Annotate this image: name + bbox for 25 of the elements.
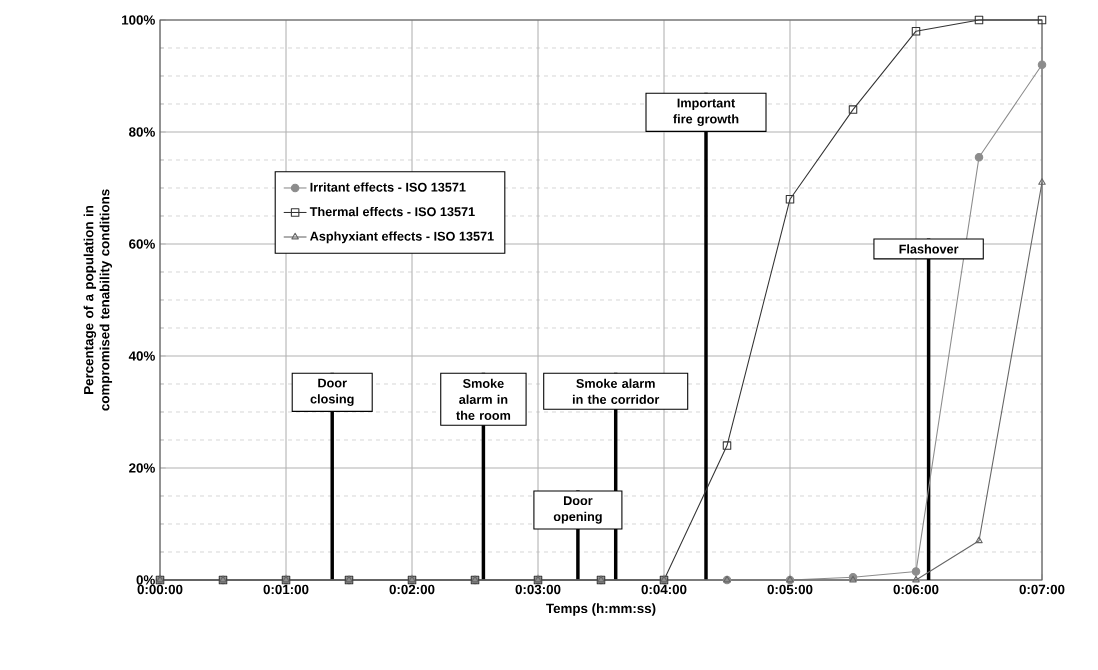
y-tick-label: 20% xyxy=(129,463,155,473)
x-tick-label: 0:03:00 xyxy=(515,584,561,595)
x-tick-label: 0:00:00 xyxy=(137,584,183,595)
legend-label: Asphyxiant effects - ISO 13571 xyxy=(310,231,494,244)
y-tick-label: 40% xyxy=(128,351,155,361)
x-axis-title: Temps (h:mm:ss) xyxy=(546,603,656,616)
ref-line-label: Flashover xyxy=(899,244,959,254)
x-tick-label: 0:07:00 xyxy=(1019,584,1065,595)
ref-line-label: Smoke alarm in the room xyxy=(456,378,511,420)
ref-line-label: Door opening xyxy=(553,496,602,524)
ref-line-label: Smoke alarm in the corridor xyxy=(572,378,660,404)
x-tick-label: 0:01:00 xyxy=(263,584,309,595)
x-tick-label: 0:05:00 xyxy=(767,584,813,595)
y-tick-label: 0% xyxy=(136,575,155,585)
x-tick-label: 0:02:00 xyxy=(389,584,435,595)
ref-line-label: Door closing xyxy=(310,378,354,407)
x-tick-label: 0:06:00 xyxy=(893,584,939,595)
x-tick-label: 0:04:00 xyxy=(641,584,687,595)
y-axis-title: Percentage of a population in compromised tenability conditions xyxy=(83,189,113,411)
legend-label: Thermal effects - ISO 13571 xyxy=(309,206,475,217)
ref-line-label: Important fire growth xyxy=(673,98,739,127)
y-tick-label: 100% xyxy=(122,15,155,25)
legend-label: Irritant effects - ISO 13571 xyxy=(310,182,466,192)
y-tick-label: 60% xyxy=(129,239,155,249)
y-tick-label: 80% xyxy=(129,127,155,137)
